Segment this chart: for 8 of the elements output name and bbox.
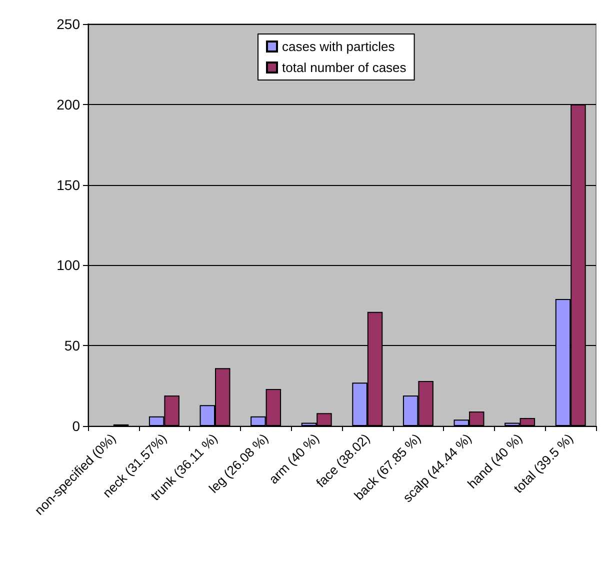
y-tick-label: 100 — [56, 257, 80, 274]
legend-label: cases with particles — [282, 39, 396, 54]
y-tick-label: 250 — [56, 16, 80, 32]
legend-label: total number of cases — [282, 60, 407, 75]
y-tick-label: 50 — [64, 338, 80, 354]
y-tick-label: 0 — [72, 418, 80, 434]
y-tick-label: 150 — [56, 176, 80, 193]
y-tick-label: 200 — [56, 96, 80, 112]
